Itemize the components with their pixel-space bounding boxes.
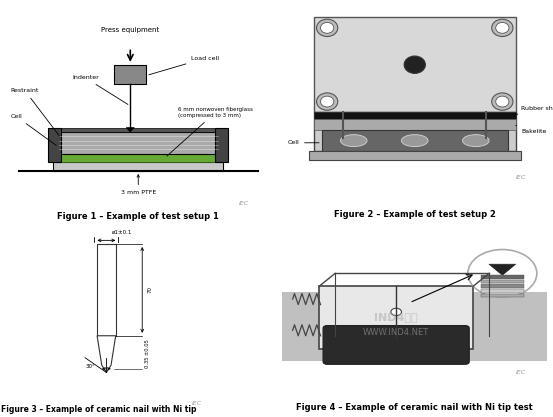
Circle shape <box>321 96 334 107</box>
FancyBboxPatch shape <box>53 128 223 132</box>
Circle shape <box>468 249 537 297</box>
Text: Press equipment: Press equipment <box>101 27 159 33</box>
Text: Indenter: Indenter <box>72 75 128 104</box>
Polygon shape <box>126 128 134 132</box>
FancyBboxPatch shape <box>314 113 515 151</box>
Text: ø1±0.1: ø1±0.1 <box>112 230 132 235</box>
Text: Figure 3 – Example of ceramic nail with Ni tip: Figure 3 – Example of ceramic nail with … <box>1 404 196 414</box>
FancyBboxPatch shape <box>53 153 223 162</box>
FancyBboxPatch shape <box>53 162 223 171</box>
Text: Bakelite: Bakelite <box>515 126 546 134</box>
FancyBboxPatch shape <box>282 292 547 362</box>
Ellipse shape <box>462 135 489 147</box>
FancyBboxPatch shape <box>48 128 61 162</box>
FancyBboxPatch shape <box>481 280 524 284</box>
FancyBboxPatch shape <box>53 132 223 153</box>
Ellipse shape <box>401 135 428 147</box>
FancyBboxPatch shape <box>481 294 524 297</box>
Text: IEC: IEC <box>191 401 202 406</box>
Circle shape <box>316 93 338 110</box>
Text: Figure 1 – Example of test setup 1: Figure 1 – Example of test setup 1 <box>58 212 219 221</box>
Circle shape <box>492 93 513 110</box>
Text: Figure 2 – Example of test setup 2: Figure 2 – Example of test setup 2 <box>334 210 495 219</box>
FancyBboxPatch shape <box>114 65 146 84</box>
FancyBboxPatch shape <box>480 113 493 119</box>
Text: Load cell: Load cell <box>149 56 220 75</box>
Circle shape <box>316 19 338 37</box>
Polygon shape <box>489 264 515 275</box>
FancyBboxPatch shape <box>314 119 515 130</box>
Text: IND4车人: IND4车人 <box>374 312 418 322</box>
FancyBboxPatch shape <box>336 113 349 119</box>
Text: IEC: IEC <box>516 175 526 180</box>
FancyBboxPatch shape <box>323 326 469 364</box>
FancyBboxPatch shape <box>322 130 508 151</box>
Text: IEC: IEC <box>516 370 526 375</box>
Text: Figure 4 – Example of ceramic nail with Ni tip test: Figure 4 – Example of ceramic nail with … <box>296 403 533 412</box>
Circle shape <box>321 23 334 33</box>
FancyBboxPatch shape <box>481 284 524 288</box>
FancyBboxPatch shape <box>481 275 524 279</box>
Circle shape <box>404 56 425 73</box>
FancyBboxPatch shape <box>314 113 515 119</box>
FancyBboxPatch shape <box>481 289 524 293</box>
Text: WWW.IND4.NET: WWW.IND4.NET <box>363 328 429 337</box>
Text: 3 mm PTFE: 3 mm PTFE <box>121 175 156 195</box>
FancyBboxPatch shape <box>319 286 473 349</box>
FancyBboxPatch shape <box>97 244 116 336</box>
Circle shape <box>495 23 509 33</box>
Text: Rubber sheet: Rubber sheet <box>515 106 553 115</box>
Text: IEC: IEC <box>239 201 249 206</box>
Text: Restraint: Restraint <box>11 88 60 136</box>
Text: Cell: Cell <box>11 114 56 146</box>
FancyBboxPatch shape <box>309 151 521 160</box>
Text: 0.35 ±0.05: 0.35 ±0.05 <box>145 340 150 369</box>
Text: 6 mm nonwoven fiberglass
(compressed to 3 mm): 6 mm nonwoven fiberglass (compressed to … <box>167 107 253 156</box>
FancyBboxPatch shape <box>215 128 228 162</box>
Circle shape <box>492 19 513 37</box>
Polygon shape <box>97 336 116 372</box>
Text: 70: 70 <box>148 286 153 294</box>
Ellipse shape <box>341 135 367 147</box>
Text: Cell: Cell <box>288 140 319 145</box>
Text: 30°: 30° <box>86 364 95 369</box>
FancyBboxPatch shape <box>314 17 515 113</box>
Circle shape <box>495 96 509 107</box>
Circle shape <box>391 308 401 316</box>
